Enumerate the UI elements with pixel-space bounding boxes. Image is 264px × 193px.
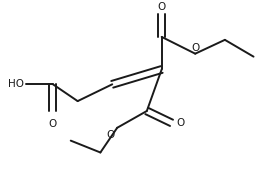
Text: O: O xyxy=(106,130,114,140)
Text: O: O xyxy=(49,119,57,129)
Text: O: O xyxy=(191,43,199,53)
Text: O: O xyxy=(176,118,185,128)
Text: O: O xyxy=(158,2,166,12)
Text: HO: HO xyxy=(8,79,24,89)
